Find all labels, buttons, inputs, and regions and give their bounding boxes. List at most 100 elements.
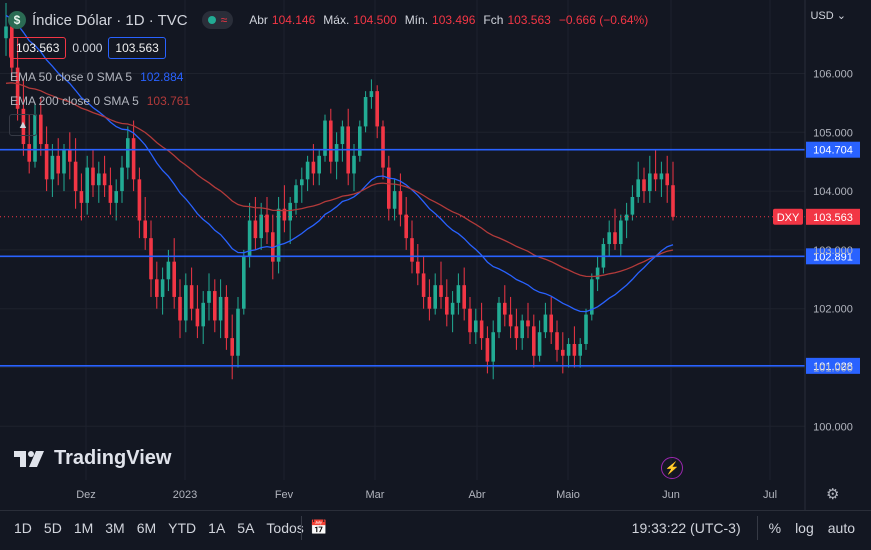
- y-tick-label: 100.000: [813, 421, 853, 433]
- candle-body: [508, 314, 513, 327]
- tf-5a[interactable]: 5A: [237, 520, 255, 536]
- candle-body: [50, 155, 55, 180]
- candle-body: [85, 167, 89, 203]
- candle-body: [352, 155, 356, 174]
- candle-body: [607, 232, 611, 245]
- candle-body: [218, 296, 223, 321]
- tf-ytd[interactable]: YTD: [168, 520, 197, 536]
- currency-select[interactable]: USD ⌄: [810, 9, 846, 22]
- candle-body: [27, 144, 31, 162]
- candle-body: [410, 238, 414, 262]
- symbol-title[interactable]: Índice Dólar · 1D · TVC: [32, 11, 188, 29]
- candle-body: [265, 214, 269, 233]
- candle-body: [91, 167, 95, 186]
- candle-body: [131, 138, 136, 180]
- candle-body: [155, 279, 159, 297]
- ema200-value: 103.761: [146, 94, 191, 108]
- tf-5d[interactable]: 5D: [43, 520, 62, 536]
- toolbar-divider-right: [757, 516, 758, 540]
- status-pill[interactable]: ≈: [201, 11, 234, 29]
- timeframe-selector: 1D 5D 1M 3M 6M YTD 1A 5A Todos: [8, 520, 310, 536]
- symbol-tag: DXY: [777, 212, 800, 224]
- collapse-legend-button[interactable]: ▲: [9, 114, 37, 136]
- ema50-label: EMA 50 close 0 SMA 5: [10, 70, 133, 84]
- candle-body: [398, 191, 403, 215]
- log-toggle[interactable]: log: [795, 520, 814, 536]
- candle-body: [630, 196, 635, 215]
- candle-body: [537, 332, 542, 356]
- candle-body: [659, 173, 664, 180]
- ema200-label: EMA 200 close 0 SMA 5: [10, 94, 139, 108]
- candle-body: [15, 67, 20, 109]
- close-value: 103.563: [507, 13, 551, 27]
- candle-body: [439, 285, 443, 297]
- candle-body: [21, 108, 26, 145]
- candle-body: [526, 320, 530, 327]
- tf-3m[interactable]: 3M: [105, 520, 125, 536]
- ema50-legend[interactable]: EMA 50 close 0 SMA 5 102.884: [10, 70, 183, 84]
- currency-label: USD: [810, 10, 834, 22]
- candle-body: [369, 91, 374, 98]
- candle-body: [247, 220, 252, 256]
- candle-body: [224, 296, 229, 339]
- candle-body: [114, 191, 118, 203]
- percent-toggle[interactable]: %: [768, 520, 782, 536]
- buy-button[interactable]: 103.563: [108, 37, 166, 59]
- candle-body: [572, 343, 577, 356]
- bottom-toolbar: [0, 510, 871, 550]
- candle-body: [491, 332, 495, 362]
- candle-body: [10, 26, 14, 68]
- candle-body: [520, 320, 524, 339]
- ema50-line: [5, 14, 674, 313]
- ohlc-values: Abr 104.146 Máx. 104.500 Mín. 103.496 Fch 10…: [249, 13, 648, 27]
- candle-body: [172, 261, 176, 297]
- candle-body: [497, 302, 501, 333]
- lightning-icon[interactable]: ⚡: [661, 457, 683, 479]
- candle-body: [392, 191, 397, 209]
- candle-body: [532, 326, 536, 356]
- open-label: Abr: [249, 13, 268, 27]
- candle-body: [381, 126, 385, 168]
- change-value: −0.666 (−0.64%): [558, 13, 649, 27]
- ema200-legend[interactable]: EMA 200 close 0 SMA 5 103.761: [10, 94, 190, 108]
- candle-body: [143, 220, 147, 239]
- calendar-range-icon[interactable]: 📅: [310, 519, 328, 535]
- candle-body: [404, 214, 408, 239]
- price-chart[interactable]: 104.704 102.891 101.028 DXY 103.563 106.000 1…: [0, 0, 871, 510]
- candle-body: [329, 120, 333, 162]
- clock-time[interactable]: 19:33:22 (UTC-3): [631, 520, 741, 536]
- x-tick-label: Fev: [275, 489, 294, 501]
- candle-body: [137, 179, 142, 221]
- candle-body: [276, 208, 281, 262]
- candle-body: [189, 285, 194, 309]
- candle-body: [79, 191, 84, 203]
- candle-body: [305, 161, 310, 180]
- candle-body: [619, 220, 623, 245]
- chevron-up-icon: ▲: [17, 119, 29, 131]
- candle-body: [178, 296, 182, 321]
- tf-1d[interactable]: 1D: [14, 520, 32, 536]
- candle-body: [73, 161, 78, 192]
- candle-body: [62, 149, 66, 174]
- candle-body: [636, 179, 640, 197]
- candle-body: [445, 296, 449, 315]
- tradingview-logo-icon: [14, 450, 44, 467]
- candle-body: [242, 255, 246, 309]
- high-label: Máx.: [323, 13, 350, 27]
- auto-toggle[interactable]: auto: [827, 520, 855, 536]
- dollar-icon: $: [8, 11, 26, 29]
- candle-body: [416, 261, 420, 274]
- tf-1a[interactable]: 1A: [208, 520, 226, 536]
- tf-todos[interactable]: Todos: [266, 520, 304, 536]
- settings-gear-icon[interactable]: ⚙: [826, 486, 840, 503]
- sell-button[interactable]: 103.563: [9, 37, 67, 59]
- tf-1m[interactable]: 1M: [73, 520, 94, 536]
- candle-body: [340, 126, 345, 145]
- x-tick-label: Abr: [468, 489, 485, 501]
- candle-body: [387, 167, 391, 209]
- tf-6m[interactable]: 6M: [136, 520, 157, 536]
- candle-body: [421, 273, 426, 297]
- y-tick-label: 104.000: [813, 186, 853, 198]
- candle-body: [642, 179, 646, 192]
- candle-body: [259, 214, 263, 239]
